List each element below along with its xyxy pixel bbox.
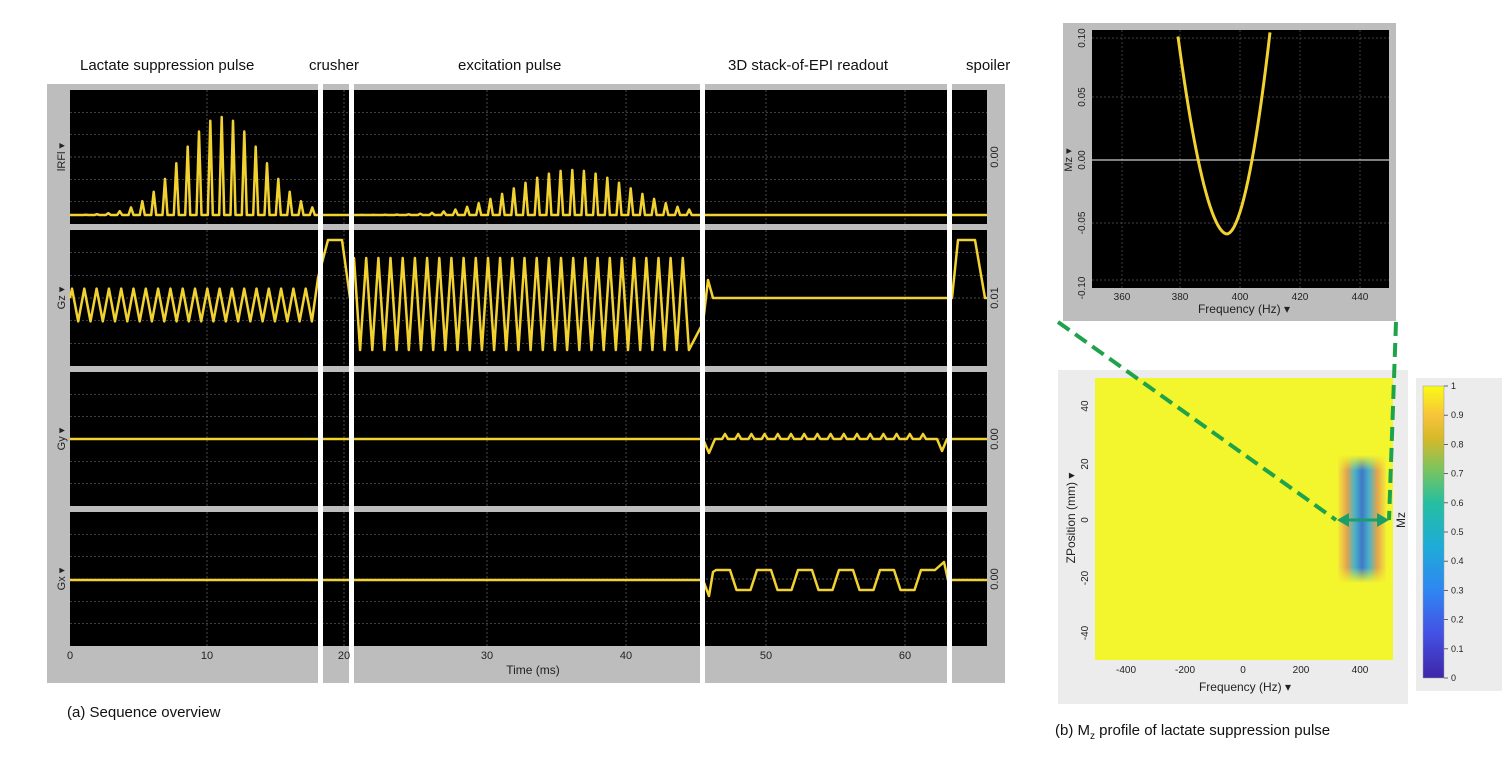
range-arrow-left-head <box>1337 513 1349 527</box>
x-tick-30: 30 <box>481 650 493 662</box>
connector-right <box>1387 321 1398 521</box>
zoom-x-tick-400: 400 <box>1232 292 1249 303</box>
row-label-gy: Gy ▾ <box>56 427 68 450</box>
colorbar-tick: 0 <box>1451 673 1456 683</box>
zoom-y-tick-2: 0.00 <box>1077 150 1088 170</box>
colorbar-tick: 0.9 <box>1451 410 1464 420</box>
colorbar-tick: 0.4 <box>1451 556 1464 566</box>
profile-y-tick-20: 20 <box>1080 458 1091 470</box>
colorbar-tick: 0.2 <box>1451 615 1464 625</box>
separator-3 <box>700 84 705 684</box>
separator-4 <box>947 84 952 684</box>
row-value-gy: 0.00 <box>989 428 1001 449</box>
x-tick-50: 50 <box>760 650 772 662</box>
x-tick-20: 20 <box>338 650 350 662</box>
colorbar-tick: 0.7 <box>1451 469 1464 479</box>
profile-x-tick-neg400: -400 <box>1116 665 1136 676</box>
label-excitation-pulse: excitation pulse <box>458 57 562 74</box>
profile-y-tick-neg20: -20 <box>1080 570 1091 585</box>
separator-1 <box>318 84 323 684</box>
gy-trace <box>70 432 987 455</box>
colorbar-tick: 0.8 <box>1451 439 1464 449</box>
x-axis-label: Time (ms) <box>506 663 560 677</box>
profile-y-tick-40: 40 <box>1080 400 1091 412</box>
colorbar-tick: 0.6 <box>1451 498 1464 508</box>
x-tick-10: 10 <box>201 650 213 662</box>
zoom-area <box>1092 30 1389 288</box>
gz-trace <box>68 238 987 352</box>
rf-trace <box>70 115 987 217</box>
colorbar-tick: 1 <box>1451 381 1456 391</box>
profile-side-label: Mz <box>1394 512 1408 528</box>
x-tick-40: 40 <box>620 650 632 662</box>
label-spoiler: spoiler <box>966 57 1011 74</box>
zoom-y-label: Mz ▾ <box>1063 148 1075 172</box>
row-label-gx: Gx ▾ <box>56 567 68 590</box>
row-value-rf: 0.00 <box>989 146 1001 167</box>
gx-trace <box>70 560 987 598</box>
zoom-x-tick-360: 360 <box>1114 292 1131 303</box>
row-value-gx: 0.00 <box>989 568 1001 589</box>
zoom-x-tick-440: 440 <box>1352 292 1369 303</box>
profile-x-label: Frequency (Hz) ▾ <box>1199 680 1291 694</box>
label-lactate-suppression: Lactate suppression pulse <box>80 57 255 74</box>
row-label-rf: lRFl ▾ <box>56 142 68 171</box>
profile-x-tick-400: 400 <box>1352 665 1369 676</box>
mz-curve <box>1176 32 1272 236</box>
profile-y-label: ZPosition (mm) ▾ <box>1064 473 1078 564</box>
profile-y-tick-0: 0 <box>1080 517 1091 523</box>
zoom-x-tick-380: 380 <box>1172 292 1189 303</box>
x-tick-60: 60 <box>899 650 911 662</box>
zoom-x-tick-420: 420 <box>1292 292 1309 303</box>
colorbar-tick: 0.5 <box>1451 527 1464 537</box>
zoom-y-tick-1: -0.05 <box>1077 211 1088 234</box>
zoom-grid <box>1092 30 1389 288</box>
colorbar-tick: 0.3 <box>1451 585 1464 595</box>
caption-a: (a) Sequence overview <box>67 704 221 721</box>
row-value-gz: 0.01 <box>989 287 1001 308</box>
row-label-gz: Gz ▾ <box>56 286 68 309</box>
label-crusher: crusher <box>309 57 360 74</box>
zoom-y-tick-3: 0.05 <box>1077 87 1088 107</box>
profile-x-tick-0: 0 <box>1240 665 1246 676</box>
range-arrow-right-head <box>1377 513 1389 527</box>
zoom-x-label: Frequency (Hz) ▾ <box>1198 302 1290 316</box>
colorbar <box>1422 385 1445 679</box>
x-tick-0: 0 <box>67 650 73 662</box>
zoom-y-tick-4: 0.10 <box>1077 28 1088 48</box>
profile-y-tick-neg40: -40 <box>1080 625 1091 640</box>
profile-x-tick-neg200: -200 <box>1175 665 1195 676</box>
label-epi-readout: 3D stack-of-EPI readout <box>728 57 889 74</box>
zoom-y-tick-0: -0.10 <box>1077 276 1088 299</box>
separator-2 <box>349 84 354 684</box>
profile-x-tick-200: 200 <box>1293 665 1310 676</box>
connector-left <box>1056 320 1338 522</box>
colorbar-tick: 0.1 <box>1451 644 1464 654</box>
colorbar-ticks: 1 0.9 0.8 0.7 0.6 0.5 0.4 0.3 0.2 0.1 0 <box>1444 381 1464 683</box>
caption-b: (b) Mz profile of lactate suppression pu… <box>1055 722 1331 742</box>
